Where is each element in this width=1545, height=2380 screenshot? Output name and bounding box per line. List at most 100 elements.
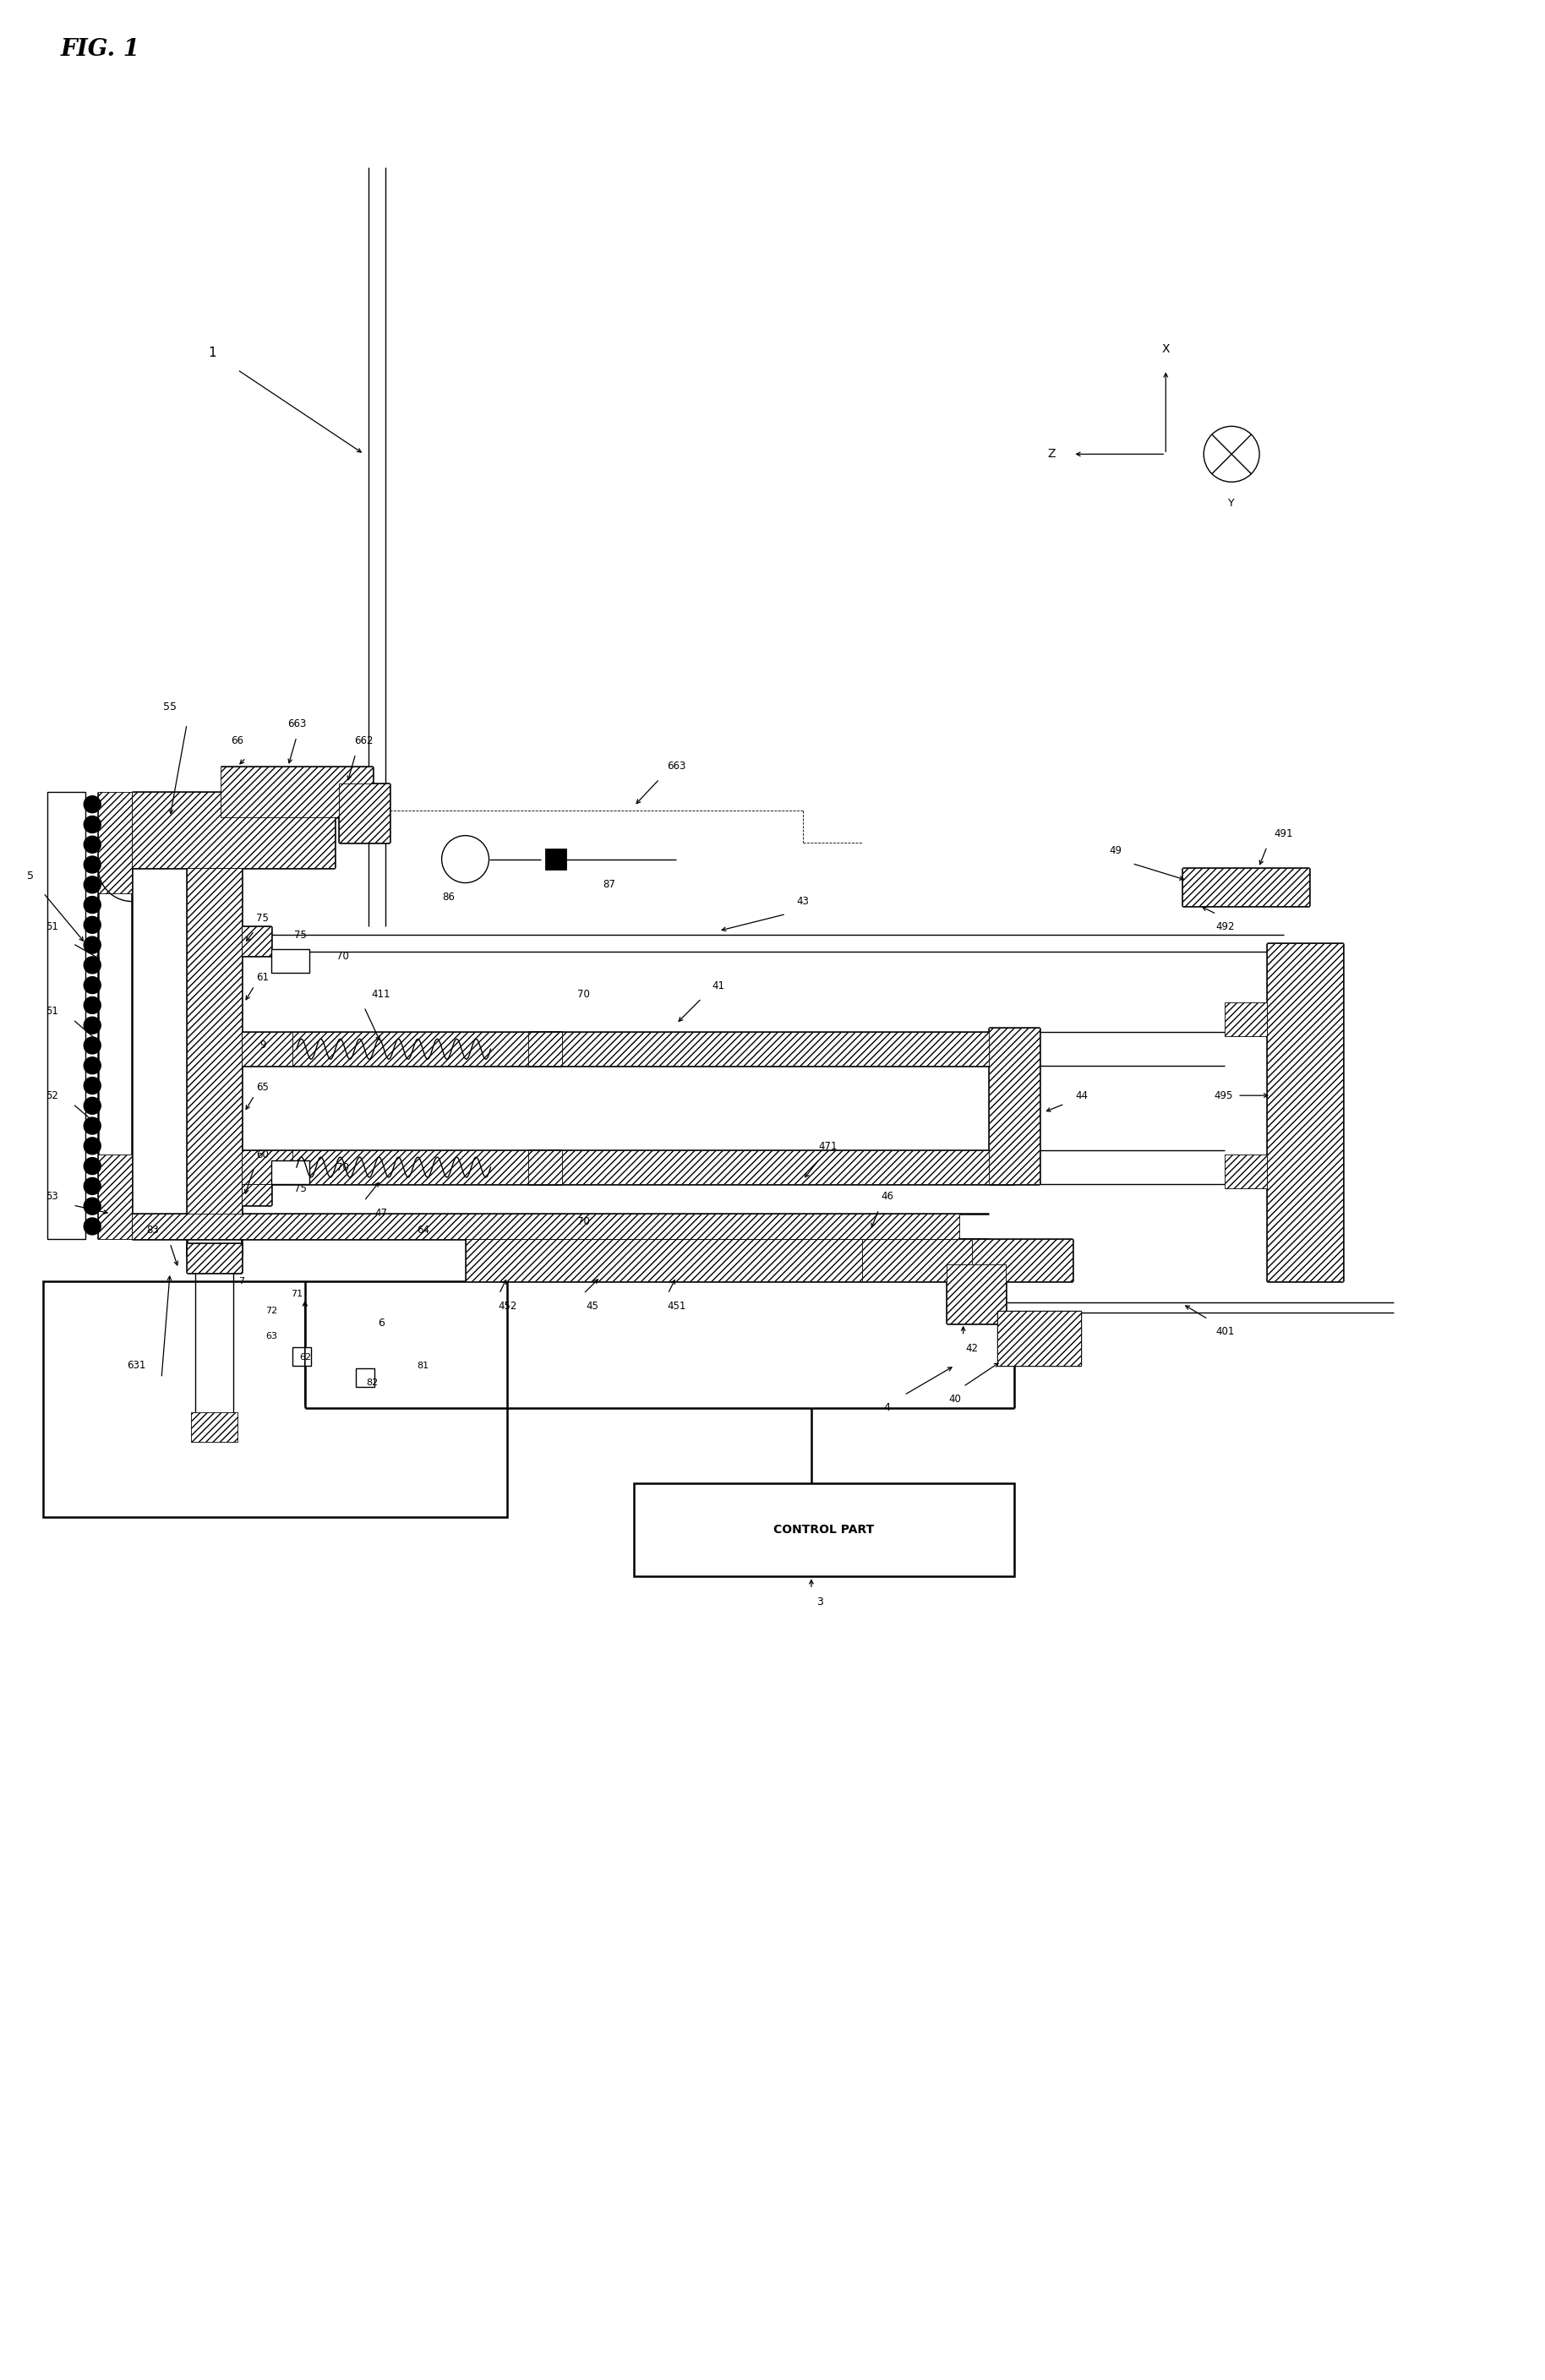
Circle shape — [83, 916, 100, 933]
Text: 75: 75 — [295, 931, 307, 940]
Text: 75: 75 — [256, 914, 269, 923]
Text: 452: 452 — [497, 1302, 518, 1311]
Bar — [241, 1176, 272, 1204]
Circle shape — [83, 816, 100, 833]
Bar — [241, 1033, 1014, 1066]
Bar — [241, 1150, 292, 1185]
Text: 83: 83 — [147, 1226, 159, 1235]
Circle shape — [83, 1038, 100, 1054]
Circle shape — [83, 1178, 100, 1195]
Text: 55: 55 — [164, 702, 176, 712]
Text: 40: 40 — [949, 1395, 961, 1404]
Circle shape — [83, 1097, 100, 1114]
Text: 49: 49 — [1109, 845, 1122, 857]
Bar — [355, 1368, 374, 1388]
Bar — [1225, 1002, 1267, 1035]
Text: 46: 46 — [881, 1192, 893, 1202]
Text: 663: 663 — [287, 719, 306, 731]
Text: 5: 5 — [28, 871, 34, 881]
Bar — [862, 1240, 972, 1280]
Text: 60: 60 — [256, 1150, 269, 1159]
Text: 65: 65 — [256, 1081, 269, 1092]
Circle shape — [83, 897, 100, 914]
Text: 3: 3 — [816, 1597, 823, 1607]
Text: 63: 63 — [266, 1333, 277, 1340]
Text: 45: 45 — [586, 1302, 598, 1311]
Text: 64: 64 — [417, 1226, 430, 1235]
Circle shape — [83, 1138, 100, 1154]
Bar — [99, 1154, 131, 1240]
Bar — [99, 793, 131, 892]
Circle shape — [83, 1219, 100, 1235]
Circle shape — [83, 957, 100, 973]
Bar — [241, 1150, 1014, 1185]
Bar — [633, 1483, 1014, 1576]
Text: 70: 70 — [578, 988, 590, 1000]
Text: 631: 631 — [127, 1359, 145, 1371]
Text: FIG. 1: FIG. 1 — [60, 38, 139, 60]
Circle shape — [83, 1157, 100, 1173]
Text: 44: 44 — [1075, 1090, 1088, 1102]
Text: 70: 70 — [578, 1216, 590, 1228]
Text: 70: 70 — [337, 1161, 349, 1173]
Circle shape — [83, 997, 100, 1014]
Text: 451: 451 — [667, 1302, 686, 1311]
Text: 86: 86 — [442, 892, 454, 902]
Bar — [528, 1033, 562, 1066]
Circle shape — [83, 1116, 100, 1135]
Text: 411: 411 — [371, 988, 391, 1000]
Bar — [221, 766, 372, 816]
Text: 41: 41 — [712, 981, 725, 992]
Text: 47: 47 — [374, 1209, 388, 1219]
Bar — [338, 783, 389, 843]
Text: 6: 6 — [377, 1319, 385, 1328]
Circle shape — [83, 976, 100, 992]
Text: 51: 51 — [45, 1007, 59, 1016]
Circle shape — [83, 938, 100, 954]
Text: 66: 66 — [232, 735, 244, 747]
Text: 495: 495 — [1214, 1090, 1233, 1102]
Bar — [989, 1028, 1040, 1185]
Text: CONTROL PART: CONTROL PART — [774, 1523, 874, 1535]
Bar — [528, 1150, 562, 1185]
Text: 75: 75 — [295, 1183, 307, 1195]
Text: 52: 52 — [45, 1090, 59, 1102]
Circle shape — [83, 835, 100, 852]
Text: 72: 72 — [266, 1307, 277, 1314]
Circle shape — [83, 1197, 100, 1214]
Bar — [43, 1280, 507, 1518]
Bar — [241, 926, 272, 957]
Bar — [272, 1161, 309, 1185]
Text: 62: 62 — [300, 1352, 311, 1361]
Circle shape — [1204, 426, 1259, 483]
Bar — [187, 869, 241, 1240]
Bar — [947, 1264, 1006, 1323]
Bar — [131, 793, 335, 869]
Bar — [272, 950, 309, 973]
Bar — [292, 1347, 311, 1366]
Bar — [241, 1033, 292, 1066]
Text: 43: 43 — [797, 895, 810, 907]
Bar — [1225, 1154, 1267, 1188]
Text: 471: 471 — [819, 1140, 837, 1152]
Text: 71: 71 — [290, 1290, 303, 1297]
Circle shape — [83, 1016, 100, 1033]
Text: 42: 42 — [966, 1342, 978, 1354]
Text: 9: 9 — [260, 1040, 266, 1050]
Text: 491: 491 — [1275, 828, 1293, 840]
Text: 492: 492 — [1216, 921, 1234, 933]
Circle shape — [83, 1057, 100, 1073]
Bar — [1267, 942, 1343, 1280]
Text: 81: 81 — [417, 1361, 430, 1371]
Bar — [997, 1311, 1082, 1366]
Text: 401: 401 — [1216, 1326, 1234, 1338]
Circle shape — [442, 835, 488, 883]
Text: 1: 1 — [209, 347, 216, 359]
Text: 70: 70 — [337, 950, 349, 962]
Text: Y: Y — [1228, 497, 1234, 509]
Bar — [187, 1242, 241, 1273]
Text: X: X — [1162, 343, 1170, 355]
Bar — [48, 793, 85, 1240]
Text: Z: Z — [1048, 447, 1055, 459]
Text: 662: 662 — [354, 735, 374, 747]
